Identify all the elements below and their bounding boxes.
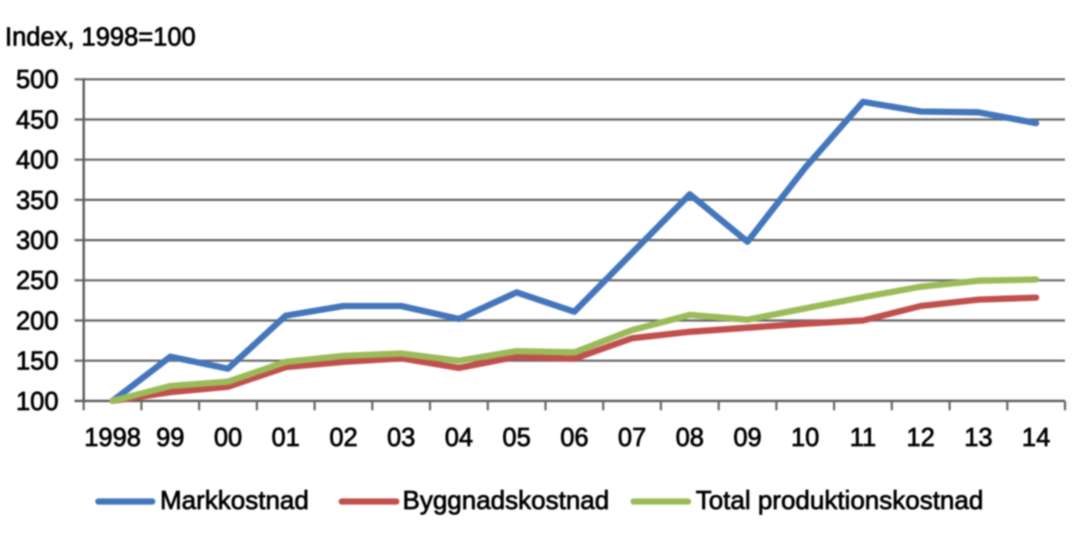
svg-text:10: 10 bbox=[791, 424, 819, 452]
svg-text:02: 02 bbox=[329, 424, 357, 452]
svg-text:500: 500 bbox=[16, 66, 59, 94]
svg-text:Index, 1998=100: Index, 1998=100 bbox=[5, 23, 196, 51]
svg-text:Byggnadskostnad: Byggnadskostnad bbox=[403, 485, 610, 515]
svg-text:250: 250 bbox=[16, 267, 59, 295]
svg-text:00: 00 bbox=[214, 424, 242, 452]
svg-text:100: 100 bbox=[16, 388, 59, 416]
svg-text:07: 07 bbox=[618, 424, 646, 452]
svg-text:450: 450 bbox=[16, 106, 59, 134]
svg-text:11: 11 bbox=[850, 424, 876, 452]
svg-text:200: 200 bbox=[16, 307, 59, 335]
svg-text:350: 350 bbox=[16, 187, 59, 215]
svg-text:01: 01 bbox=[272, 424, 300, 452]
svg-text:03: 03 bbox=[387, 424, 415, 452]
svg-text:Total produktionskostnad: Total produktionskostnad bbox=[696, 485, 984, 515]
svg-text:Markkostnad: Markkostnad bbox=[160, 485, 309, 515]
svg-text:99: 99 bbox=[156, 424, 184, 452]
svg-text:13: 13 bbox=[964, 424, 992, 452]
svg-text:06: 06 bbox=[560, 424, 588, 452]
svg-text:400: 400 bbox=[16, 147, 59, 175]
svg-text:05: 05 bbox=[502, 424, 530, 452]
svg-text:1998: 1998 bbox=[84, 424, 141, 452]
svg-text:300: 300 bbox=[16, 227, 59, 255]
svg-text:12: 12 bbox=[907, 424, 935, 452]
svg-text:09: 09 bbox=[733, 424, 761, 452]
svg-text:08: 08 bbox=[676, 424, 704, 452]
svg-text:04: 04 bbox=[445, 424, 473, 452]
svg-text:150: 150 bbox=[16, 348, 59, 376]
svg-text:14: 14 bbox=[1022, 424, 1050, 452]
